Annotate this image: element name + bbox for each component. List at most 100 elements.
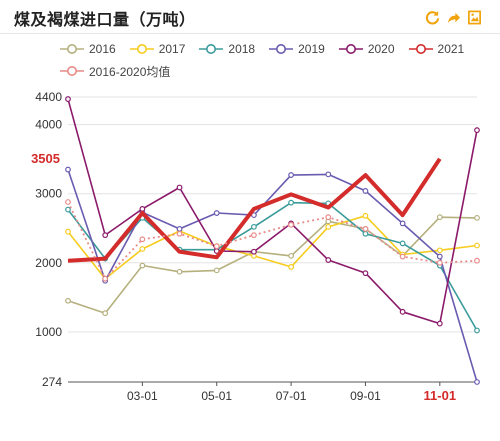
data-point: [65, 228, 71, 235]
data-point: [65, 96, 71, 102]
legend-row: 2016 2017 2018 2019 2020 2021: [60, 38, 490, 60]
legend-marker-icon: [60, 66, 84, 76]
data-point: [362, 226, 369, 232]
refresh-icon[interactable]: [424, 9, 440, 25]
data-point: [65, 166, 71, 173]
y-tick-label: 4400: [35, 90, 62, 104]
data-point: [325, 214, 332, 221]
legend-marker-icon: [408, 44, 433, 54]
data-point: [436, 259, 443, 266]
legend-marker-icon: [199, 44, 224, 54]
data-point: [213, 210, 220, 216]
data-point: [474, 242, 480, 249]
data-point: [399, 308, 406, 315]
x-tick-label: 05-01: [201, 389, 232, 403]
y-tick-label: 1000: [35, 325, 62, 339]
data-point: [176, 226, 183, 232]
legend-label: 2018: [228, 42, 256, 56]
data-point: [288, 172, 294, 178]
chart-legend: 2016 2017 2018 2019 2020 2021 2016-2020均值: [60, 38, 490, 82]
data-point: [362, 270, 369, 277]
data-point: [325, 223, 332, 230]
data-point: [399, 240, 406, 247]
save-image-icon[interactable]: [466, 9, 482, 25]
data-point: [251, 223, 257, 230]
data-point: [288, 199, 294, 206]
series-line-2016: [67, 216, 478, 314]
legend-item[interactable]: 2021: [408, 42, 465, 56]
data-point: [102, 310, 109, 317]
toolbox: [424, 9, 482, 25]
x-tick-label: 09-01: [350, 389, 381, 403]
data-point: [139, 206, 146, 212]
data-point: [288, 264, 294, 270]
legend-item[interactable]: 2019: [269, 42, 325, 56]
legend-item[interactable]: 2016: [60, 42, 116, 56]
data-point: [474, 127, 480, 134]
data-point: [213, 267, 220, 274]
data-point: [176, 184, 183, 191]
data-point: [436, 253, 443, 260]
data-point: [65, 199, 71, 205]
series-line-2019: [67, 169, 478, 383]
share-icon[interactable]: [445, 9, 461, 25]
y-highlight-label: 3505: [31, 151, 60, 166]
legend-marker-icon: [269, 44, 294, 54]
y-tick-label: 2000: [35, 256, 62, 270]
data-point: [102, 232, 109, 239]
legend-item[interactable]: 2017: [129, 42, 186, 56]
data-point: [325, 257, 332, 263]
data-point: [325, 171, 332, 178]
data-point: [288, 252, 294, 259]
data-point: [213, 243, 220, 250]
legend-item[interactable]: 2020: [338, 42, 395, 56]
series-line-2021: [67, 157, 442, 263]
series-line-2018: [67, 201, 478, 331]
data-point: [251, 232, 257, 239]
data-point: [288, 221, 294, 228]
data-point: [65, 206, 71, 213]
x-tick-label: 03-01: [127, 389, 158, 403]
data-point: [436, 320, 443, 327]
data-point: [436, 214, 443, 221]
data-point: [176, 230, 183, 237]
chart-header: 煤及褐煤进口量（万吨）: [0, 0, 500, 34]
legend-marker-icon: [129, 44, 154, 54]
legend-item[interactable]: 2016-2020均值: [60, 63, 170, 80]
legend-label: 2020: [367, 42, 395, 56]
series-line-2020: [67, 98, 478, 325]
y-tick-label: 3000: [35, 187, 62, 201]
y-tick-label: 274: [42, 375, 62, 389]
data-point: [251, 248, 257, 255]
legend-marker-icon: [60, 44, 84, 54]
data-point: [474, 327, 480, 334]
data-point: [102, 275, 109, 282]
series-line-2017: [67, 215, 478, 280]
legend-row: 2016-2020均值: [60, 60, 490, 82]
data-point: [139, 262, 146, 269]
legend-marker-icon: [338, 44, 363, 54]
legend-label: 2016: [89, 42, 116, 56]
data-point: [176, 268, 183, 275]
data-point: [139, 236, 146, 243]
legend-label: 2021: [437, 42, 465, 56]
chart-title: 煤及褐煤进口量（万吨）: [14, 12, 196, 29]
legend-item[interactable]: 2018: [199, 42, 255, 56]
y-tick-label: 4000: [35, 118, 62, 132]
data-point: [474, 214, 480, 221]
x-tick-label: 07-01: [276, 389, 307, 403]
x-highlight-label: 11-01: [424, 388, 457, 403]
data-point: [474, 379, 480, 385]
data-point: [399, 253, 406, 260]
data-point: [362, 230, 369, 237]
data-point: [65, 297, 71, 304]
data-point: [139, 246, 146, 252]
legend-label: 2017: [158, 42, 186, 56]
legend-label: 2019: [298, 42, 325, 56]
data-point: [399, 220, 406, 227]
data-point: [362, 188, 369, 194]
data-point: [362, 212, 369, 219]
legend-label: 2016-2020均值: [89, 64, 171, 79]
data-point: [474, 257, 480, 264]
